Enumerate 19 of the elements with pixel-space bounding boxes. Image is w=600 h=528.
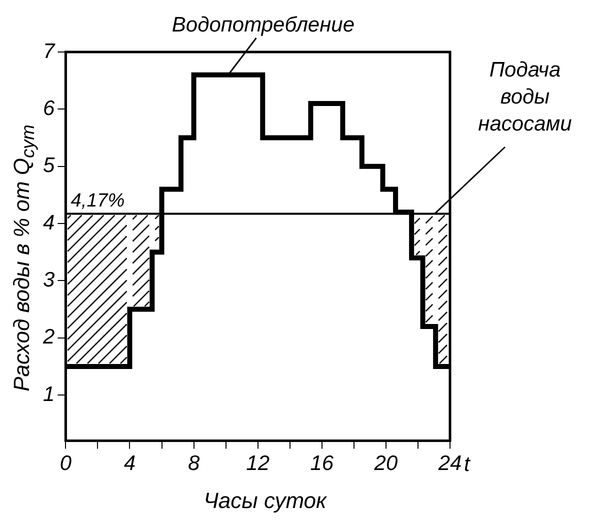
y-tick-label: 7 [42,40,56,63]
x-tick-label: 16 [310,452,334,476]
y-tick-label: 1 [42,382,55,406]
y-tick-label: 2 [42,326,55,349]
text: Водопотребление [172,13,355,36]
x-tick-label: 4 [124,452,136,476]
y-tick-label: 4 [42,211,55,234]
x-tick-label: 0 [60,452,72,476]
x-tick-label: 24 [437,452,462,476]
text: t [464,453,471,476]
text: Подача воды насосами [478,58,572,136]
y-tick-label: 6 [42,97,55,120]
x-tick-label: 8 [188,452,200,476]
x-axis-title: Часы суток [204,488,326,514]
y-tick-label: 3 [42,268,55,292]
annotation: 4,17% [70,190,125,212]
y-tick-label: 5 [42,154,55,178]
x-tick-label: 12 [246,452,270,476]
x-tick-label: 20 [373,452,398,476]
